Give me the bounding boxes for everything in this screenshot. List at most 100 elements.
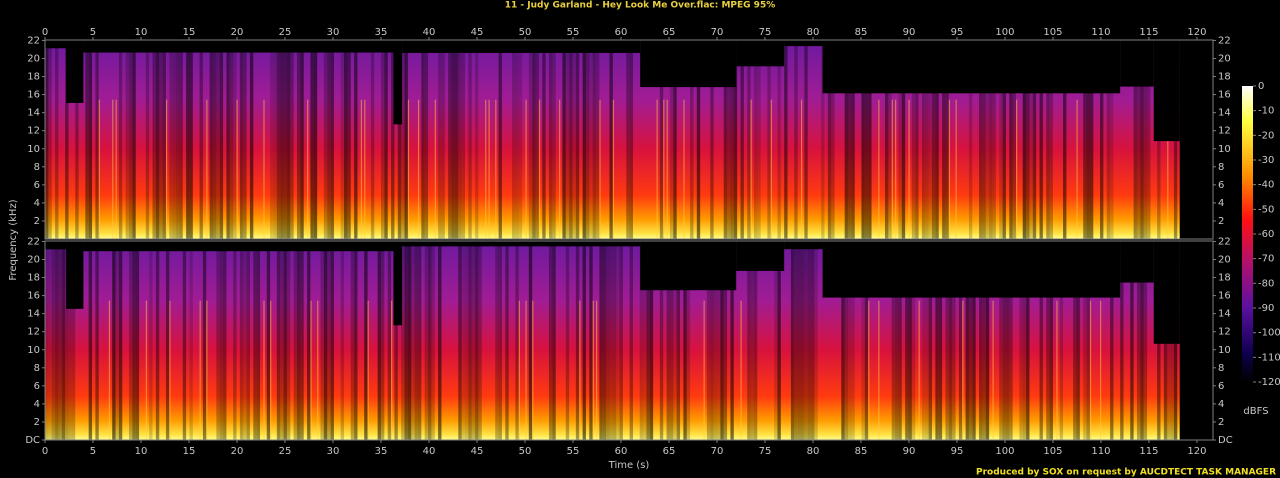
texture-stripe — [323, 40, 328, 239]
texture-stripe — [908, 241, 912, 440]
texture-stripe — [347, 40, 351, 239]
texture-stripe — [703, 300, 705, 440]
texture-stripe — [999, 241, 1003, 440]
texture-stripe — [814, 241, 818, 440]
texture-stripe — [935, 40, 939, 239]
texture-mask — [66, 241, 84, 309]
texture-stripe — [344, 40, 348, 239]
x-tick-label: 0 — [42, 27, 48, 38]
texture-stripe — [431, 241, 435, 440]
texture-stripe — [921, 241, 926, 440]
texture-stripe — [1002, 241, 1006, 440]
x-tick-label-bottom: 120 — [1187, 446, 1206, 457]
x-tick-label-bottom: 60 — [615, 446, 628, 457]
texture-stripe — [848, 241, 852, 440]
texture-stripe — [733, 40, 738, 239]
texture-stripe — [629, 241, 633, 440]
texture-stripe — [380, 241, 385, 440]
y-tick-label: DC — [25, 435, 40, 446]
y-tick-label-right: 22 — [1218, 236, 1231, 247]
texture-stripe — [468, 241, 472, 440]
x-tick-label-bottom: 40 — [423, 446, 436, 457]
texture-stripe — [323, 241, 328, 440]
texture-stripe — [945, 241, 949, 440]
texture-stripe — [229, 40, 234, 239]
texture-stripe — [945, 40, 949, 239]
x-tick-label-bottom: 20 — [231, 446, 244, 457]
x-tick-label: 40 — [423, 27, 436, 38]
texture-stripe — [609, 40, 613, 239]
x-tick-label: 80 — [807, 27, 820, 38]
y-tick-label-right: 2 — [1218, 216, 1224, 227]
texture-stripe — [905, 241, 909, 440]
x-tick-label-bottom: 45 — [471, 446, 484, 457]
texture-stripe — [915, 40, 919, 239]
texture-mask — [784, 40, 823, 47]
texture-stripe — [1059, 241, 1064, 440]
texture-stripe — [958, 241, 963, 440]
texture-stripe — [485, 99, 487, 239]
x-tick-label: 110 — [1091, 27, 1110, 38]
texture-stripe — [387, 241, 392, 440]
texture-stripe — [713, 241, 717, 440]
texture-stripe — [1130, 241, 1134, 440]
texture-stripe — [589, 241, 593, 440]
texture-stripe — [884, 40, 889, 239]
texture-stripe — [360, 99, 363, 239]
texture-stripe — [659, 241, 664, 440]
texture-stripe — [199, 300, 201, 440]
y-tick-label-right: 16 — [1218, 90, 1231, 101]
texture-stripe — [404, 241, 408, 440]
texture-stripe — [612, 99, 615, 239]
texture-stripe — [807, 241, 812, 440]
texture-stripe — [475, 40, 479, 239]
texture-stripe — [179, 40, 183, 239]
y-tick-label: 20 — [27, 54, 40, 65]
texture-stripe — [1136, 40, 1141, 239]
texture-stripe — [528, 40, 533, 239]
texture-stripe — [189, 241, 193, 440]
texture-stripe — [354, 40, 358, 239]
texture-stripe — [864, 40, 869, 239]
texture-stripe — [330, 241, 334, 440]
texture-stripe — [1022, 40, 1027, 239]
y-tick-label-right: 2 — [1218, 417, 1224, 428]
texture-stripe — [354, 241, 358, 440]
texture-stripe — [1100, 40, 1104, 239]
texture-stripe — [65, 40, 69, 239]
texture-stripe — [841, 241, 845, 440]
y-tick-label-right: 20 — [1218, 255, 1231, 266]
texture-stripe — [239, 40, 244, 239]
y-tick-label: 2 — [34, 417, 40, 428]
texture-stripe — [898, 40, 902, 239]
texture-stripe — [606, 241, 610, 440]
texture-stripe — [952, 241, 956, 440]
texture-stripe — [498, 40, 502, 239]
texture-stripe — [273, 40, 277, 239]
texture-stripe — [182, 241, 187, 440]
texture-stripe — [461, 241, 465, 440]
texture-stripe — [982, 40, 986, 239]
texture-stripe — [888, 40, 892, 239]
texture-stripe — [1002, 40, 1006, 239]
y-tick-label: 18 — [27, 72, 40, 83]
texture-stripe — [955, 99, 957, 239]
texture-stripe — [380, 40, 385, 239]
texture-stripe — [1019, 241, 1023, 440]
texture-stripe — [592, 40, 597, 239]
texture-stripe — [307, 241, 311, 440]
texture-stripe — [1039, 241, 1043, 440]
texture-stripe — [165, 241, 170, 440]
texture-stripe — [451, 40, 455, 239]
texture-stripe — [199, 40, 203, 239]
texture-stripe — [1049, 241, 1053, 440]
colorbar-tick-label: -50 — [1258, 204, 1274, 215]
texture-stripe — [1136, 241, 1141, 440]
x-tick-label-bottom: 50 — [519, 446, 532, 457]
texture-stripe — [246, 241, 250, 440]
x-tick-label-bottom: 85 — [855, 446, 868, 457]
texture-stripe — [985, 241, 990, 440]
texture-stripe — [1120, 241, 1124, 440]
texture-stripe — [908, 99, 910, 239]
